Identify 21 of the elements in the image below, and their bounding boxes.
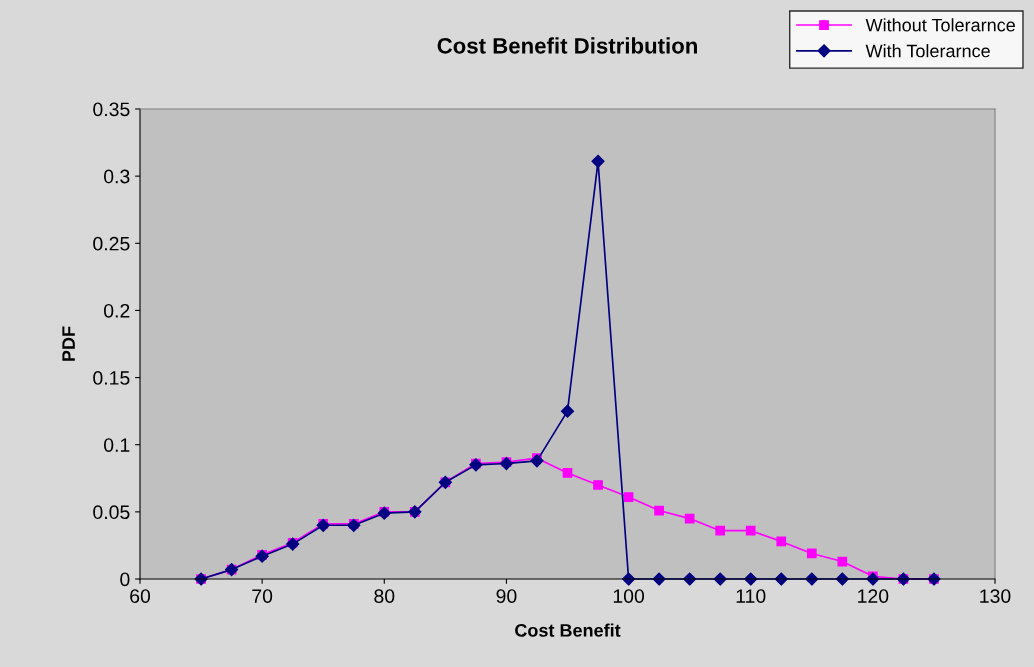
x-tick-label: 70 xyxy=(252,589,273,603)
y-tick-label: 0 xyxy=(120,572,130,587)
chart-title: Cost Benefit Distribution xyxy=(437,37,697,54)
y-tick-label: 0.2 xyxy=(104,303,130,318)
y-tick-label: 0.25 xyxy=(93,236,130,251)
x-tick-label: 80 xyxy=(374,589,395,603)
y-axis-title: PDF xyxy=(62,326,75,361)
y-tick-label: 0.3 xyxy=(104,169,130,184)
y-tick-label: 0.05 xyxy=(93,505,130,520)
y-tick-label: 0.15 xyxy=(93,371,130,385)
legend-label: Without Tolerarnce xyxy=(865,18,1015,32)
legend-label: With Tolerarnce xyxy=(865,44,990,58)
x-tick-label: 90 xyxy=(496,589,517,603)
x-tick-label: 100 xyxy=(613,589,645,603)
x-tick-label: 110 xyxy=(736,589,766,603)
y-tick-label: 0.1 xyxy=(104,438,130,452)
x-axis-title: Cost Benefit xyxy=(515,623,621,637)
x-tick-label: 120 xyxy=(858,589,889,603)
y-tick-label: 0.35 xyxy=(93,102,130,117)
x-tick-label: 130 xyxy=(980,589,1011,603)
x-tick-label: 60 xyxy=(130,589,151,603)
